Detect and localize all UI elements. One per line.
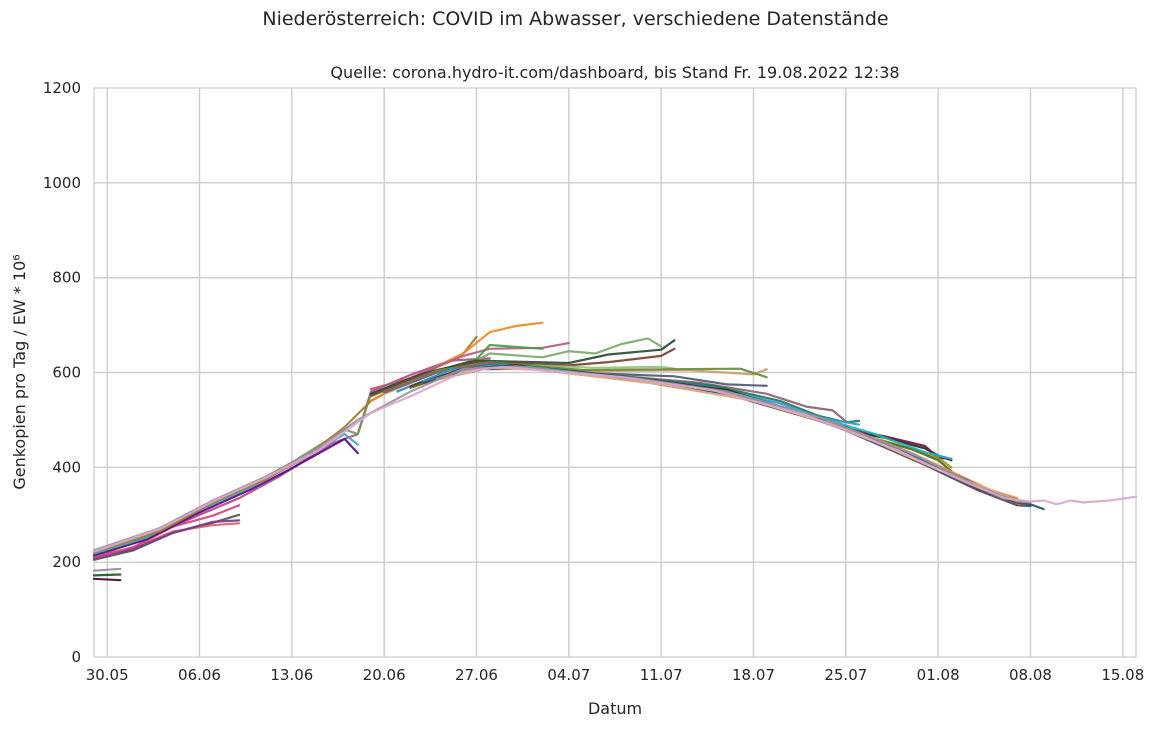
- x-tick-label: 25.07: [824, 666, 867, 684]
- y-tick-labels: 0 200 400 600 800 1000 1200: [43, 79, 81, 666]
- y-tick-label: 400: [52, 458, 81, 476]
- x-tick-label: 08.08: [1009, 666, 1052, 684]
- x-tick-label: 04.07: [547, 666, 590, 684]
- x-tick-label: 27.06: [455, 666, 498, 684]
- chart-title: Niederösterreich: COVID im Abwasser, ver…: [262, 8, 889, 30]
- x-tick-label: 15.08: [1101, 666, 1144, 684]
- series-line-6: [92, 519, 241, 560]
- y-tick-label: 1000: [43, 174, 81, 192]
- x-tick-label: 06.06: [178, 666, 221, 684]
- x-tick-label: 11.07: [640, 666, 683, 684]
- y-tick-label: 0: [71, 648, 81, 666]
- x-axis-label: Datum: [588, 699, 642, 718]
- series-group: [92, 321, 1138, 582]
- x-tick-labels: 30.05 06.06 13.06 20.06 27.06 04.07 11.07 18.07…: [86, 666, 1145, 684]
- series-line-9: [92, 437, 359, 557]
- series-line-1: [92, 577, 122, 582]
- series-line-18: [369, 347, 676, 397]
- series-line-21: [383, 361, 768, 393]
- y-tick-label: 800: [52, 269, 81, 287]
- x-tick-label: 20.06: [363, 666, 406, 684]
- x-tick-label: 18.07: [732, 666, 775, 684]
- y-axis-label: Genkopien pro Tag / EW * 10⁶: [10, 254, 29, 489]
- y-tick-label: 600: [52, 364, 81, 382]
- series-line-37: [92, 365, 1138, 553]
- x-tick-label: 01.08: [917, 666, 960, 684]
- x-tick-label: 30.05: [86, 666, 129, 684]
- series-line-8: [92, 357, 491, 558]
- y-tick-label: 200: [52, 553, 81, 571]
- chart-subtitle: Quelle: corona.hydro-it.com/dashboard, b…: [330, 63, 899, 82]
- y-tick-label: 1200: [43, 79, 81, 97]
- series-line-3: [92, 567, 122, 572]
- x-tick-label: 13.06: [270, 666, 313, 684]
- series-line-2: [92, 573, 122, 577]
